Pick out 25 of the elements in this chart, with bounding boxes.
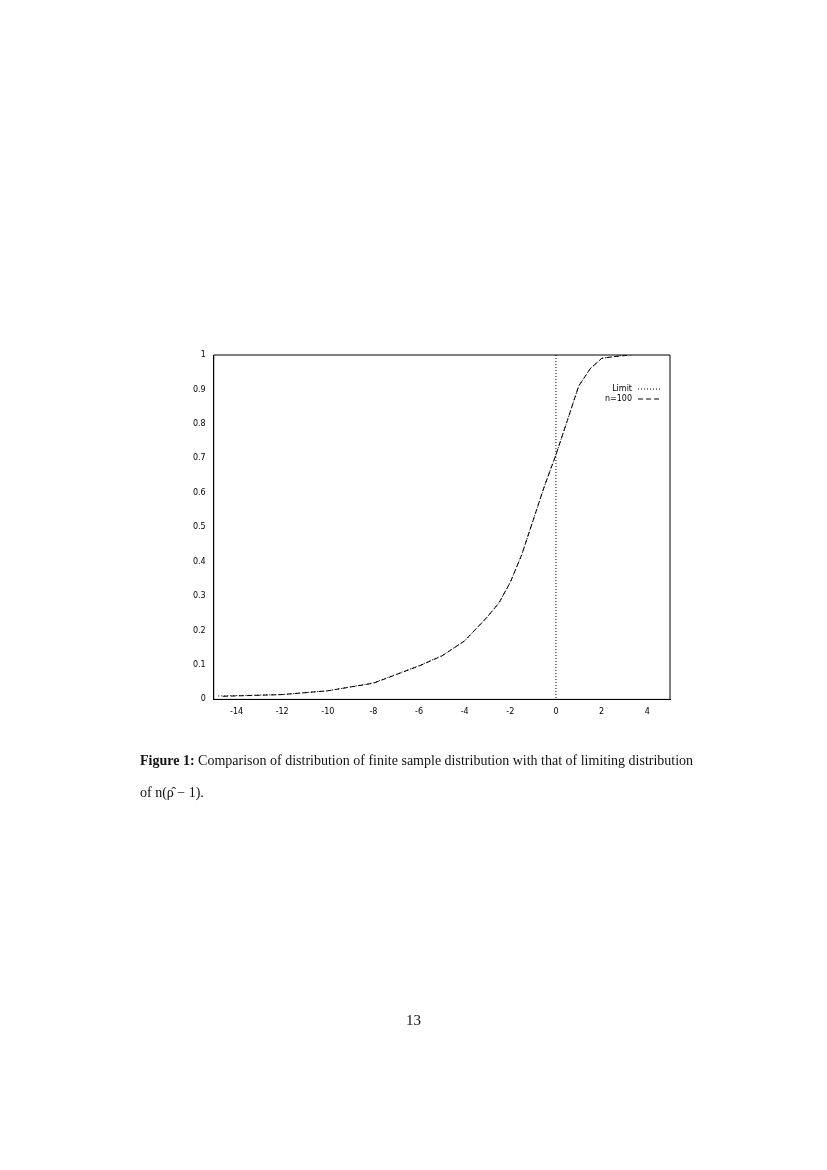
x-tick-label: -6: [415, 707, 424, 717]
y-tick-label: 1: [200, 350, 206, 360]
y-tick-label: 0.9: [192, 384, 206, 394]
x-tick-label: -8: [369, 707, 378, 717]
y-tick-label: 0.8: [192, 418, 206, 428]
legend-label: n=100: [604, 394, 632, 404]
y-tick-label: 0.6: [192, 487, 206, 497]
y-tick-label: 0: [200, 694, 206, 704]
x-tick-label: 4: [644, 707, 650, 717]
x-tick-label: -14: [230, 707, 244, 717]
x-tick-label: 0: [553, 707, 559, 717]
y-tick-label: 0.7: [192, 453, 206, 463]
x-tick-label: -2: [506, 707, 515, 717]
x-tick-label: -10: [321, 707, 335, 717]
text: Figure 1: Comparison of distribution of finite sample distribution with that of limiting distribution of n(ρ̂ − 1).: [140, 753, 694, 800]
y-tick-label: 0.5: [192, 522, 206, 532]
y-tick-label: 0.4: [192, 556, 206, 566]
y-tick-label: 0.2: [192, 625, 206, 635]
y-tick-label: 0.1: [192, 660, 206, 670]
text: 13: [405, 1012, 422, 1029]
x-tick-label: -4: [460, 707, 469, 717]
x-tick-label: -12: [275, 707, 289, 717]
x-tick-label: 2: [599, 707, 605, 717]
legend-label: Limit: [612, 384, 632, 394]
y-tick-label: 0.3: [192, 591, 206, 601]
